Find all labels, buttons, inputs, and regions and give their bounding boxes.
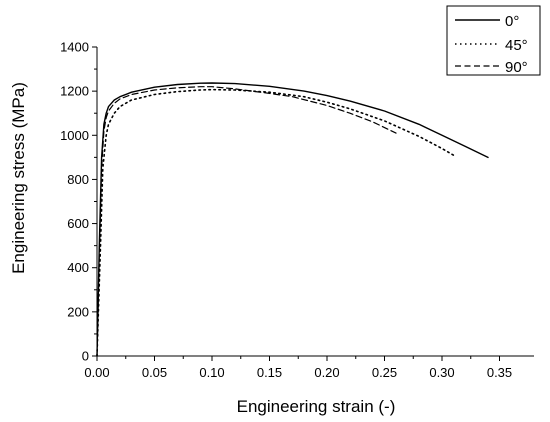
x-tick-label: 0.25 — [372, 365, 397, 380]
series-line-0 — [96, 82, 489, 357]
y-tick-label: 1000 — [60, 128, 89, 143]
legend-label-2: 90° — [505, 59, 528, 76]
series-line-1 — [96, 88, 455, 357]
series-line-2 — [96, 86, 397, 357]
x-tick-label: 0.15 — [257, 365, 282, 380]
y-axis-title: Engineering stress (MPa) — [9, 82, 28, 274]
x-tick-label: 0.05 — [142, 365, 167, 380]
y-tick-label: 0 — [82, 349, 89, 364]
y-axis-ticks: 0 200 400 600 800 1000 1200 1400 — [60, 40, 97, 364]
y-tick-label: 200 — [67, 304, 89, 319]
y-tick-label: 600 — [67, 216, 89, 231]
legend-label-0: 0° — [505, 13, 519, 30]
x-tick-label: 0.35 — [487, 365, 512, 380]
x-axis-title: Engineering strain (-) — [237, 397, 396, 416]
y-tick-label: 400 — [67, 260, 89, 275]
series-layer — [96, 82, 489, 357]
y-tick-label: 1400 — [60, 40, 89, 55]
legend: 0° 45° 90° — [446, 5, 541, 76]
x-axis-ticks: 0.00 0.05 0.10 0.15 0.20 0.25 0.30 0.35 — [84, 356, 512, 380]
x-tick-label: 0.00 — [84, 365, 109, 380]
legend-box — [446, 5, 541, 76]
y-tick-label: 800 — [67, 172, 89, 187]
x-tick-label: 0.10 — [199, 365, 224, 380]
y-tick-label: 1200 — [60, 84, 89, 99]
legend-label-1: 45° — [505, 37, 528, 54]
x-tick-label: 0.20 — [314, 365, 339, 380]
x-tick-label: 0.30 — [429, 365, 454, 380]
